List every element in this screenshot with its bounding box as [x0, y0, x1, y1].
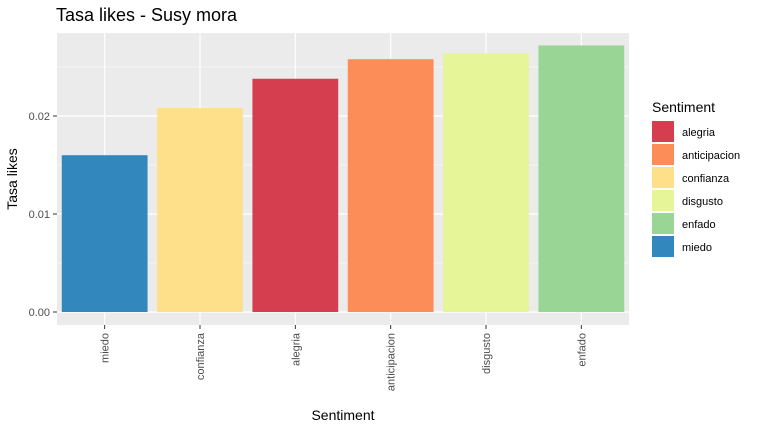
x-tick-label: miedo — [100, 333, 112, 363]
bar-miedo — [61, 155, 148, 312]
chart-title: Tasa likes - Susy mora — [56, 5, 238, 25]
bar-disgusto — [443, 53, 529, 312]
legend-title: Sentiment — [652, 99, 715, 115]
y-axis-title: Tasa likes — [4, 148, 20, 209]
x-tick-label: enfado — [576, 333, 588, 367]
y-tick-label: 0.00 — [29, 307, 50, 319]
bar-alegria — [252, 78, 339, 312]
legend-items: alegria anticipacion confianza disgusto enfa… — [652, 121, 740, 257]
y-axis: 0.00 0.01 0.02 — [29, 111, 57, 319]
legend-key — [652, 190, 674, 211]
bar-enfado — [538, 45, 625, 312]
x-tick-label: anticipacion — [386, 333, 398, 391]
y-tick-label: 0.01 — [29, 209, 50, 221]
x-axis-title: Sentiment — [311, 407, 374, 423]
legend-label: disgusto — [682, 196, 723, 208]
legend-label: alegria — [682, 127, 716, 139]
bars — [61, 45, 625, 312]
x-axis: miedo confianza alegria anticipacion disgust… — [100, 325, 588, 391]
plot-panel — [57, 33, 629, 325]
legend-key — [652, 121, 674, 142]
legend: Sentiment alegria anticipacion confianza di… — [652, 99, 740, 257]
x-tick-label: disgusto — [481, 333, 493, 374]
y-tick-label: 0.02 — [29, 111, 50, 123]
legend-key — [652, 144, 674, 165]
legend-label: anticipacion — [682, 150, 740, 162]
legend-label: miedo — [682, 242, 712, 254]
bar-anticipacion — [347, 59, 434, 312]
legend-key — [652, 236, 674, 257]
x-tick-label: alegria — [290, 332, 302, 366]
legend-label: enfado — [682, 219, 716, 231]
legend-label: confianza — [682, 173, 730, 185]
x-tick-label: confianza — [195, 332, 207, 380]
legend-key — [652, 213, 674, 234]
grid-minor — [57, 66, 629, 264]
legend-key — [652, 167, 674, 188]
bar-confianza — [157, 108, 243, 312]
